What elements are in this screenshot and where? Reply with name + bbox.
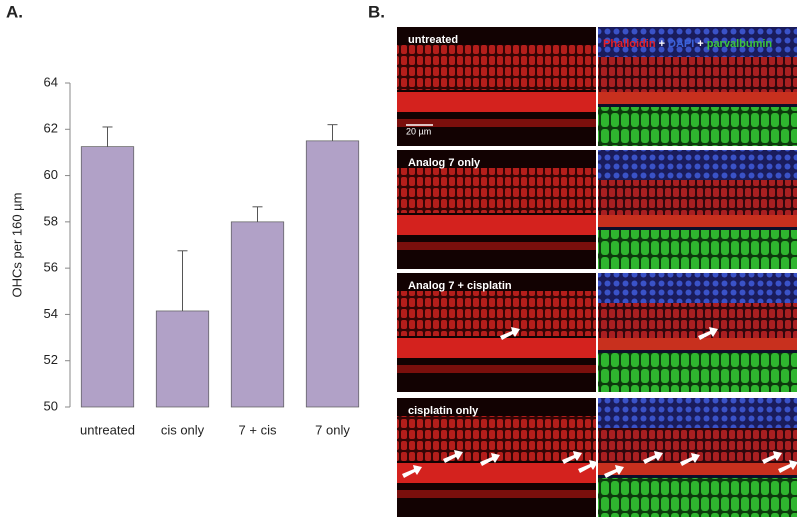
- y-tick-label: 54: [44, 306, 58, 321]
- hair-cells: [598, 180, 797, 215]
- arrow: [500, 327, 520, 340]
- x-tick-label: cis only: [161, 422, 205, 437]
- arrow: [698, 327, 718, 340]
- error-bar: [102, 126, 113, 147]
- inner-band: [397, 242, 596, 250]
- y-axis-label: OHCs per 160 µm: [9, 192, 24, 297]
- bar: [155, 310, 210, 408]
- parvalbumin: [598, 478, 797, 517]
- stain-legend: Phalloidin + DAPI + parvalbumin: [603, 38, 772, 50]
- hair-cells: [397, 45, 596, 90]
- row-label: Analog 7 only: [408, 157, 481, 169]
- error-bar: [252, 206, 263, 222]
- hair-cells: [598, 303, 797, 338]
- y-tick-label: 60: [44, 167, 58, 182]
- row-label: cisplatin only: [408, 405, 479, 417]
- row-label: untreated: [408, 34, 458, 46]
- y-tick-label: 56: [44, 260, 58, 275]
- nuclei: [598, 150, 797, 180]
- error-bar: [177, 250, 188, 311]
- legend-part: parvalbumin: [707, 38, 773, 50]
- bar: [305, 140, 360, 408]
- arrow: [604, 465, 624, 478]
- x-tick-label: 7 only: [315, 422, 350, 437]
- arrow: [643, 451, 663, 464]
- inner-band: [397, 365, 596, 373]
- pillar-band: [598, 215, 797, 227]
- pillar-band: [397, 463, 596, 483]
- micrographs: untreated Analog 7 only Analog 7 + cisplat…: [397, 27, 798, 517]
- parvalbumin: [598, 107, 797, 146]
- pillar-band: [397, 92, 596, 112]
- nuclei: [598, 398, 797, 428]
- arrow: [562, 451, 582, 464]
- panel-label: B.: [368, 2, 385, 21]
- pillar-band: [598, 92, 797, 104]
- inner-band: [397, 490, 596, 498]
- y-tick-label: 64: [44, 74, 58, 89]
- y-tick-label: 52: [44, 352, 58, 367]
- hair-cells: [397, 168, 596, 213]
- hair-cells: [397, 416, 596, 461]
- inner-band: [397, 119, 596, 127]
- row-label: Analog 7 + cisplatin: [408, 280, 512, 292]
- y-tick-label: 62: [44, 121, 58, 136]
- bar: [80, 146, 135, 408]
- error-bar: [327, 124, 338, 141]
- arrow: [578, 460, 598, 473]
- arrow: [680, 453, 700, 466]
- legend-part: +: [659, 38, 665, 50]
- parvalbumin: [598, 230, 797, 269]
- arrow: [778, 460, 798, 473]
- x-tick-label: 7 + cis: [239, 422, 277, 437]
- arrow: [480, 453, 500, 466]
- pillar-band: [598, 338, 797, 350]
- arrow: [443, 450, 463, 463]
- legend-part: DAPI: [668, 38, 694, 50]
- legend-part: Phalloidin: [603, 38, 656, 50]
- hair-cells: [397, 291, 596, 336]
- scale-label: 20 µm: [406, 126, 431, 136]
- y-tick-label: 58: [44, 213, 58, 228]
- y-tick-label: 50: [44, 398, 58, 413]
- pillar-band: [397, 338, 596, 358]
- pillar-band: [598, 463, 797, 475]
- pillar-band: [397, 215, 596, 235]
- panel-label: A.: [6, 2, 23, 21]
- arrow: [762, 451, 782, 464]
- hair-cells: [598, 57, 797, 92]
- parvalbumin: [598, 353, 797, 392]
- legend-part: +: [697, 38, 703, 50]
- arrow: [402, 465, 422, 478]
- nuclei: [598, 273, 797, 303]
- nuclei: [598, 27, 797, 57]
- x-tick-label: untreated: [80, 422, 135, 437]
- bar: [230, 221, 285, 408]
